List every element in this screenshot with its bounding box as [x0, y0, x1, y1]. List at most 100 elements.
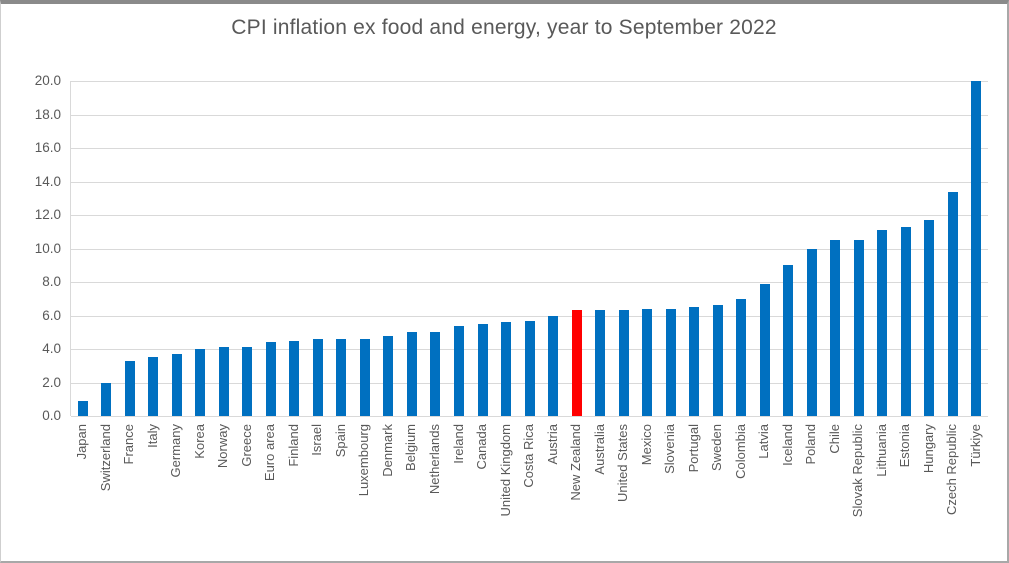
bar-slot	[706, 81, 730, 416]
bar-slot	[447, 81, 471, 416]
x-label-slot: Greece	[235, 424, 259, 467]
x-label-slot: Austria	[540, 424, 564, 464]
x-label-iceland: Iceland	[779, 424, 795, 466]
x-label-austria: Austria	[544, 424, 560, 465]
bar-chile	[830, 240, 841, 416]
x-label-slot: Latvia	[752, 424, 776, 459]
x-label-israel: Israel	[309, 424, 325, 456]
bar-slot	[259, 81, 283, 416]
bar-slovenia	[665, 308, 676, 416]
gridline	[71, 181, 988, 183]
x-label-slot: Estonia	[893, 424, 917, 467]
x-label-slot: Costa Rica	[517, 424, 541, 488]
gridline	[71, 81, 988, 82]
x-label-slot: Belgium	[399, 424, 423, 471]
x-label-ireland: Ireland	[450, 424, 466, 464]
x-label-slot: Mexico	[634, 424, 658, 465]
bar-finland	[289, 340, 300, 416]
x-label-slot: Italy	[141, 424, 165, 448]
chart-title: CPI inflation ex food and energy, year t…	[231, 16, 777, 39]
gridline	[71, 315, 988, 317]
x-label-italy: Italy	[144, 424, 160, 448]
bar-slot	[729, 81, 753, 416]
y-tick-label: 4.0	[42, 341, 61, 356]
x-label-united-states: United States	[615, 424, 631, 503]
x-label-latvia: Latvia	[756, 424, 772, 459]
gridline	[71, 114, 988, 116]
bar-slot	[189, 81, 213, 416]
bar-slot	[918, 81, 942, 416]
bar-lithuania	[877, 230, 888, 416]
bar-slot	[965, 81, 989, 416]
bar-t-rkiye	[971, 81, 982, 416]
bar-series	[71, 81, 988, 416]
bar-luxembourg	[359, 338, 370, 416]
bar-slot	[941, 81, 965, 416]
bar-canada	[477, 323, 488, 416]
bar-slot	[283, 81, 307, 416]
x-label-slot: Colombia	[728, 424, 752, 479]
bar-slovak-republic	[853, 240, 864, 416]
x-label-slot: Poland	[799, 424, 823, 464]
x-label-slot: Germany	[164, 424, 188, 477]
bar-slot	[847, 81, 871, 416]
y-tick-label: 20.0	[34, 73, 61, 88]
bar-united-kingdom	[501, 322, 512, 416]
x-label-slot: Finland	[282, 424, 306, 467]
bar-iceland	[783, 265, 794, 416]
x-label-slot: United Kingdom	[493, 424, 517, 517]
x-label-netherlands: Netherlands	[426, 424, 442, 495]
x-label-sweden: Sweden	[709, 424, 725, 471]
bar-germany	[171, 354, 182, 416]
bar-austria	[548, 315, 559, 416]
x-axis-line	[71, 416, 988, 417]
bar-denmark	[383, 335, 394, 416]
x-label-slovenia: Slovenia	[662, 424, 678, 474]
bar-slot	[518, 81, 542, 416]
gridline	[71, 148, 988, 149]
bar-slot	[682, 81, 706, 416]
x-label-slot: Norway	[211, 424, 235, 468]
x-label-new-zealand: New Zealand	[568, 424, 584, 501]
bar-slot	[424, 81, 448, 416]
bar-slot	[659, 81, 683, 416]
gridline	[71, 215, 988, 216]
x-label-greece: Greece	[238, 424, 254, 467]
x-label-slot: Netherlands	[423, 424, 447, 494]
x-label-portugal: Portugal	[685, 424, 701, 473]
bar-greece	[242, 347, 253, 416]
x-axis-labels: Japan Switzerland France Italy Germany Korea N…	[70, 424, 988, 561]
bar-slot	[71, 81, 95, 416]
x-label-slot: Euro area	[258, 424, 282, 481]
x-label-slot: Czech Republic	[940, 424, 964, 515]
x-label-poland: Poland	[803, 424, 819, 465]
bar-latvia	[759, 283, 770, 416]
bar-slot	[400, 81, 424, 416]
x-label-united-kingdom: United Kingdom	[497, 424, 513, 517]
x-label-slot: Chile	[823, 424, 847, 454]
bar-netherlands	[430, 332, 441, 416]
bar-slot	[565, 81, 589, 416]
x-label-slot: Canada	[470, 424, 494, 470]
x-label-hungary: Hungary	[920, 424, 936, 474]
bar-slot	[95, 81, 119, 416]
bar-slot	[377, 81, 401, 416]
bar-norway	[218, 347, 229, 416]
bar-slot	[236, 81, 260, 416]
x-label-slot: Türkiye	[964, 424, 988, 467]
bar-sweden	[712, 305, 723, 416]
x-label-japan: Japan	[74, 424, 90, 460]
bar-united-states	[618, 310, 629, 416]
x-label-slovak-republic: Slovak Republic	[850, 424, 866, 518]
bar-switzerland	[101, 382, 112, 416]
bar-belgium	[406, 332, 417, 416]
x-label-costa-rica: Costa Rica	[521, 424, 537, 488]
x-label-canada: Canada	[474, 424, 490, 470]
x-label-slot: Denmark	[376, 424, 400, 477]
x-label-slot: France	[117, 424, 141, 464]
bar-slot	[894, 81, 918, 416]
bar-hungary	[924, 220, 935, 416]
bar-korea	[195, 349, 206, 416]
y-tick-label: 2.0	[42, 374, 61, 390]
